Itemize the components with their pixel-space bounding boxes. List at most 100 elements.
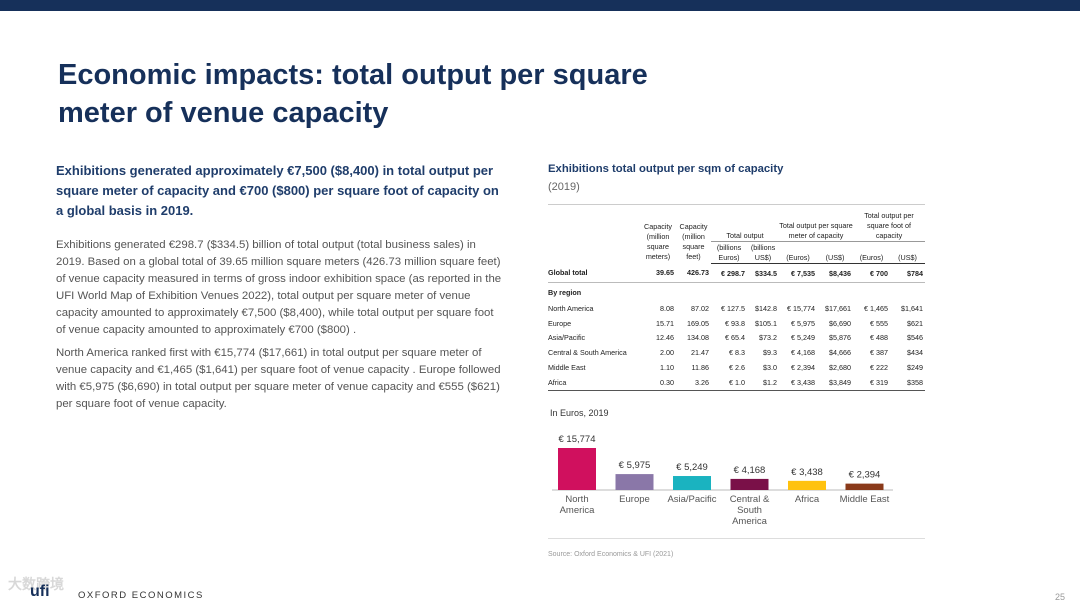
cell: 8.08 [660,303,674,313]
table-row: Africa 0.30 3.26 € 1.0 $1.2 € 3,438 $3,8… [548,374,925,391]
cell: € 488 [870,333,888,343]
category-label: America [560,505,596,516]
cell: € 3,438 [779,374,817,391]
cell-label: Asia/Pacific [548,333,586,343]
header-usd-sqm: (US$) [817,241,853,264]
category-label: North [565,494,588,505]
cell: € 2.6 [729,363,745,373]
cell: € 127.5 [721,303,745,313]
cell: € 7,535 [779,263,817,283]
header-billions-usd: (billions US$) [747,241,779,264]
table-row: Asia/Pacific 12.46 134.08 € 65.4 $73.2 €… [548,331,925,346]
header-euros-sqm: (Euros) [779,241,817,264]
source-note: Source: Oxford Economics & UFI (2021) [548,551,674,558]
cell: $3.0 [763,363,777,373]
cell-label: Central & South America [548,348,627,358]
cell: € 1.0 [711,374,747,391]
cell: 134.08 [687,333,709,343]
bar-0 [558,448,596,490]
category-label: South [737,505,762,516]
bar-value-label: € 5,975 [619,460,651,471]
cell: $784 [890,263,925,283]
cell-label: Europe [548,318,572,328]
cell: 11.86 [691,363,709,373]
cell-label: Middle East [548,363,586,373]
cell: 87.02 [691,303,709,313]
header-billions-euros: (billions Euros) [711,241,747,264]
page-title: Economic impacts: total output per squar… [58,59,648,129]
top-banner [0,0,1080,11]
header-output-per-sqft: Total output per square foot of capacity [853,204,925,242]
category-label: Africa [795,494,820,505]
cell: € 5,975 [791,318,815,328]
category-label: Middle East [840,494,890,505]
table-title: Exhibitions total output per sqm of capa… [548,163,784,175]
cell: $8,436 [817,263,853,283]
cell: € 555 [870,318,888,328]
cell: € 700 [853,263,890,283]
cell: $621 [907,318,923,328]
cell: $1.2 [747,374,779,391]
table-subtitle: (2019) [548,181,580,193]
cell: $73.2 [759,333,777,343]
cell-label: North America [548,303,594,313]
cell: € 2,394 [791,363,815,373]
cell: $5,876 [829,333,851,343]
cell: $17,661 [825,303,851,313]
table-row: North America 8.08 87.02 € 127.5 $142.8 … [548,301,925,316]
bar-3 [730,478,769,490]
cell: $6,690 [829,318,851,328]
lead-summary: Exhibitions generated approximately €7,5… [56,163,499,218]
cell: $3,849 [817,374,853,391]
cell: € 5,249 [791,333,815,343]
table-row: Middle East 1.10 11.86 € 2.6 $3.0 € 2,39… [548,360,925,375]
cell: € 4,168 [791,348,815,358]
bar-1 [615,474,654,490]
category-label: Central & [730,494,770,505]
cell: $142.8 [755,303,777,313]
header-usd-sqft: (US$) [890,241,925,264]
oxford-economics-logo: OXFORD ECONOMICS [78,590,204,601]
cell: $105.1 [755,318,777,328]
header-output-per-sqm: Total output per square meter of capacit… [779,204,853,242]
page-number: 25 [1055,592,1066,602]
cell: 39.65 [640,263,676,283]
cell: 426.73 [676,263,711,283]
cell: € 1,465 [864,303,888,313]
category-label: America [732,516,768,527]
cell: $9.3 [763,348,777,358]
cell: 21.47 [691,348,709,358]
header-total-output: Total output [711,204,779,242]
body-paragraph-1: Exhibitions generated €298.7 ($334.5) bi… [56,239,502,336]
bar-4 [788,480,826,490]
table-section-header: By region [548,283,925,302]
body-paragraph-2: North America ranked first with €15,774 … [56,347,501,410]
cell: € 93.8 [725,318,745,328]
cell-label: Global total [548,263,640,283]
header-blank [548,205,640,264]
bar-2 [673,476,711,490]
cell: 15.71 [656,318,674,328]
table-row: Europe 15.71 169.05 € 93.8 $105.1 € 5,97… [548,316,925,331]
cell: € 65.4 [725,333,745,343]
cell: € 319 [853,374,890,391]
cell: 1.10 [660,363,674,373]
category-label: Asia/Pacific [667,494,716,505]
chart-title: In Euros, 2019 [550,408,609,418]
table-row-global: Global total 39.65 426.73 € 298.7 $334.5… [548,263,925,283]
header-euros-sqft: (Euros) [853,241,890,264]
category-label: Europe [619,494,650,505]
cell: $358 [890,374,925,391]
cell-label: Africa [548,374,640,391]
header-capacity-sqm: Capacity (million square meters) [644,221,672,261]
bar-value-label: € 15,774 [559,434,596,445]
cell: $546 [907,333,923,343]
bar-value-label: € 2,394 [849,470,881,481]
bar-value-label: € 4,168 [734,465,766,476]
cell: 2.00 [660,348,674,358]
output-table: Capacity (million square meters) Capacit… [548,204,925,391]
bar-value-label: € 3,438 [791,467,823,478]
cell: 169.05 [687,318,709,328]
cell: € 8.3 [729,348,745,358]
